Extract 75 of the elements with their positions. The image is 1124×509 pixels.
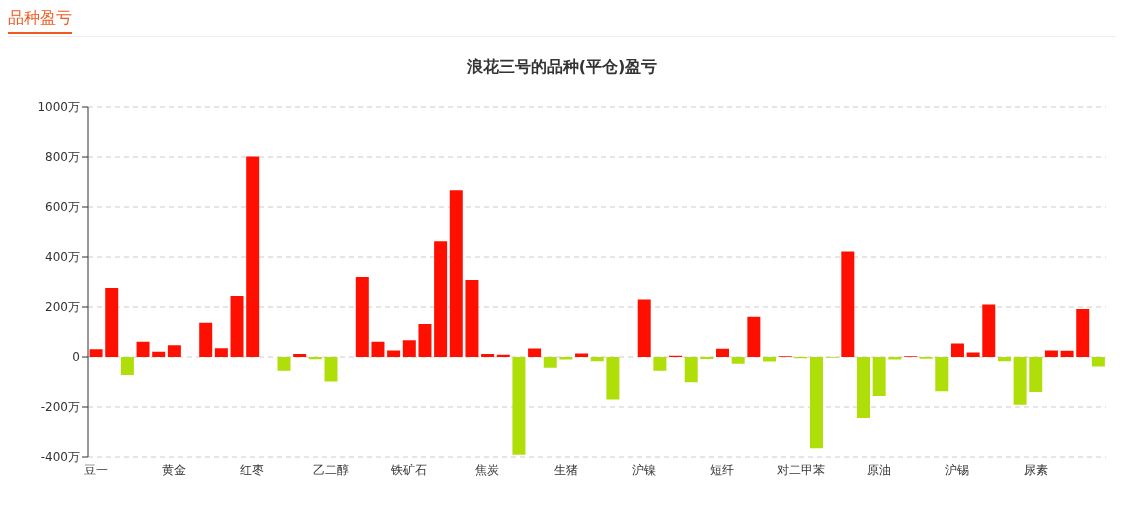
x-tick-label: 生猪 — [553, 462, 578, 477]
bar — [512, 357, 526, 455]
bar — [152, 351, 166, 357]
y-tick-label: -400万 — [40, 450, 80, 465]
bar — [1091, 357, 1105, 367]
bar — [355, 277, 369, 357]
y-tick-label: 400万 — [45, 250, 80, 265]
bar — [763, 357, 777, 362]
bar — [841, 251, 855, 357]
bar — [308, 357, 322, 360]
x-tick-label: 对二甲苯 — [776, 462, 825, 477]
bar — [230, 296, 244, 357]
bar — [324, 357, 338, 382]
bar — [167, 345, 181, 357]
bar — [402, 340, 416, 357]
bar — [606, 357, 620, 400]
bar — [1076, 309, 1090, 357]
bar — [214, 348, 228, 357]
bar — [543, 357, 557, 368]
y-tick-label: 800万 — [45, 150, 80, 165]
bar — [653, 357, 667, 371]
bar — [199, 322, 213, 357]
bar — [559, 357, 573, 360]
bar — [449, 190, 463, 357]
y-tick-label: 0 — [72, 350, 80, 365]
bar — [982, 304, 996, 357]
bar — [935, 357, 949, 392]
x-tick-label: 红枣 — [240, 462, 265, 477]
bar — [434, 241, 448, 357]
y-tick-label: 600万 — [45, 200, 80, 215]
y-tick-label: 1000万 — [37, 100, 80, 115]
bar — [371, 341, 385, 357]
bar — [246, 156, 260, 357]
bar — [1029, 357, 1043, 392]
bar — [684, 357, 698, 383]
bar — [277, 357, 291, 371]
x-tick-label: 黄金 — [162, 462, 187, 477]
bar — [637, 299, 651, 357]
bar — [810, 357, 823, 449]
bar — [590, 357, 604, 362]
bar — [418, 324, 432, 357]
bar — [465, 280, 479, 357]
bar — [888, 357, 902, 360]
x-tick-label: 豆一 — [83, 462, 108, 477]
y-tick-label: -200万 — [40, 400, 80, 415]
bar — [293, 354, 307, 357]
bar — [716, 348, 730, 357]
bar — [747, 316, 761, 357]
bar — [950, 343, 964, 357]
x-tick-label: 原油 — [866, 462, 891, 477]
x-tick-label: 沪镍 — [631, 462, 656, 477]
x-tick-label: 焦炭 — [475, 462, 500, 477]
bar — [481, 354, 495, 357]
bar — [120, 357, 134, 375]
x-tick-label: 尿素 — [1023, 462, 1048, 477]
x-tick-label: 铁矿石 — [390, 462, 428, 477]
bar — [105, 288, 119, 357]
text: 品种盈亏 — [8, 8, 72, 34]
bar — [856, 357, 870, 418]
bar — [496, 354, 510, 357]
y-tick-label: 200万 — [45, 300, 80, 315]
bar — [1060, 350, 1074, 357]
x-tick-label: 乙二醇 — [312, 462, 349, 477]
bar — [89, 349, 103, 357]
bar — [1044, 350, 1058, 357]
bar — [136, 341, 150, 357]
bar — [731, 357, 745, 364]
chart-title: 浪花三号的品种(平仓)盈亏 — [465, 57, 659, 78]
bar — [872, 357, 886, 396]
bar — [1013, 357, 1027, 405]
bar — [528, 348, 542, 357]
bar — [997, 357, 1011, 362]
bar — [387, 350, 401, 357]
x-tick-label: 短纤 — [710, 462, 735, 477]
x-tick-label: 沪锡 — [945, 462, 970, 477]
